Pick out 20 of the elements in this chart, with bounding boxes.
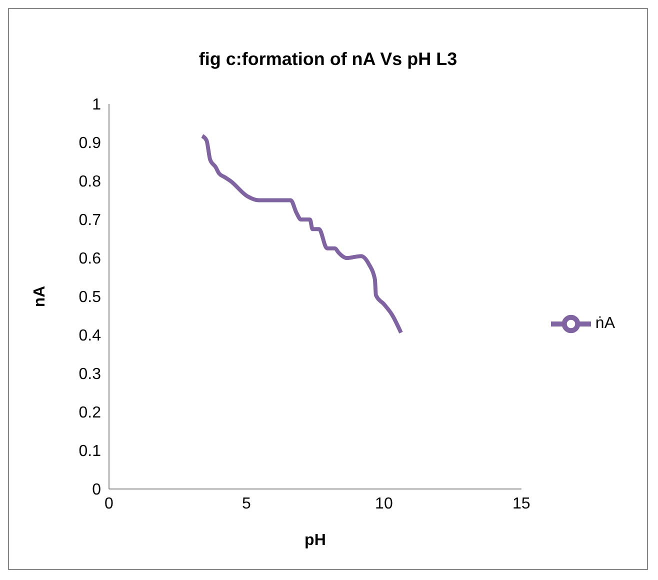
chart-title: fig c:formation of nA Vs pH L3 (198, 49, 458, 71)
y-tick-label: 0.4 (78, 328, 102, 345)
y-tick-label: 0 (92, 482, 102, 499)
y-tick-label: 1 (92, 96, 102, 114)
x-tick-label: 15 (512, 495, 530, 512)
x-tick-label: 5 (242, 495, 252, 512)
y-tick-label: 0.8 (78, 174, 102, 191)
y-tick-label: 0.9 (78, 135, 102, 152)
legend-label: ṅA (595, 315, 615, 332)
x-tick-label: 0 (104, 495, 114, 512)
y-axis-title: nA (32, 285, 49, 308)
y-tick-label: 0.6 (78, 250, 102, 268)
y-tick-label: 0.3 (78, 366, 102, 384)
y-tick-label: 0.1 (78, 443, 102, 460)
y-tick-label: 0.7 (78, 212, 102, 230)
y-tick-label: 0.5 (78, 289, 102, 306)
x-axis-title: pH (304, 532, 326, 549)
y-tick-label: 0.2 (78, 404, 102, 422)
line-series (200, 134, 403, 335)
x-tick-label: 10 (375, 495, 393, 512)
